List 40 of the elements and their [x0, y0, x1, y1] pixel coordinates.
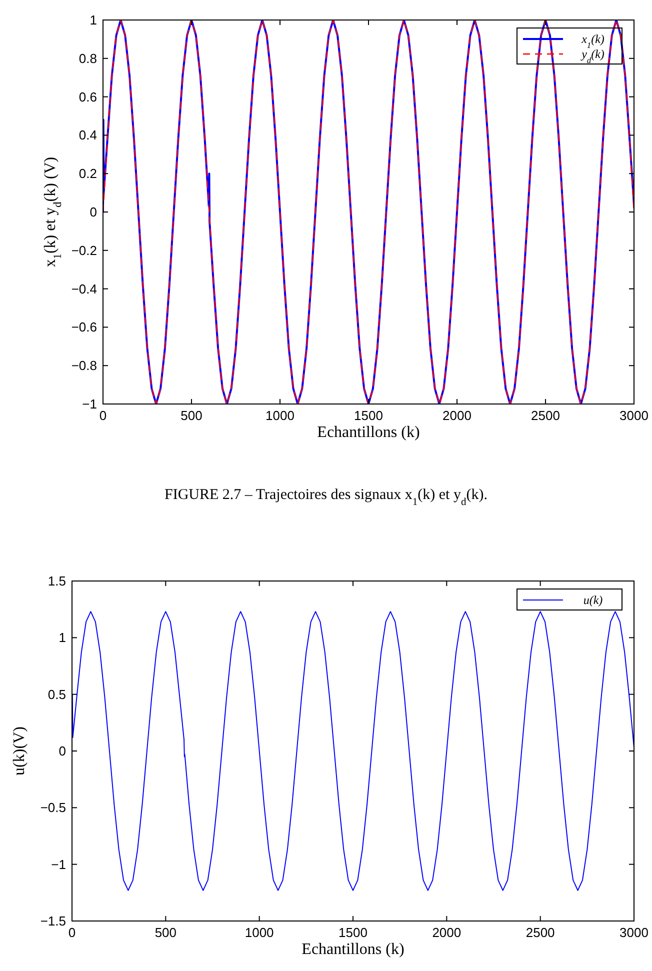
y-tick-label: −0.6: [71, 320, 97, 335]
x-tick-label: 3000: [620, 925, 648, 940]
x-tick-label: 0: [99, 408, 107, 423]
x-tick-label: 2000: [442, 408, 472, 423]
y-tick-label: 1: [90, 12, 97, 28]
y-tick-label: −0.2: [71, 242, 97, 258]
legend-label: y$_{d}$(k): [580, 47, 604, 64]
y-tick-label: −0.8: [71, 358, 97, 374]
y-tick-label: 0: [90, 204, 97, 220]
y-tick-label: −1: [82, 396, 97, 412]
y-tick-label: −0.4: [71, 281, 97, 296]
y-tick-label: 1.5: [48, 574, 66, 588]
y-tick-label: 1: [58, 630, 66, 646]
caption: FIGURE 2.7 – Trajectoires des signaux x$_{1}$(k) et y$_{d}$(k).: [164, 487, 488, 508]
y-tick-label: 0: [58, 744, 66, 758]
y-tick-label: 0.6: [78, 89, 97, 104]
line-series: [72, 611, 634, 891]
y-tick-label: −1: [51, 856, 66, 872]
y-tick-label: 0.4: [78, 128, 97, 143]
legend-label: x$_{1}$(k): [580, 32, 604, 50]
x-tick-label: 1500: [354, 408, 383, 423]
legend-label: u(k): [583, 593, 603, 607]
line-series: [103, 20, 634, 404]
y-tick-label: 0.8: [78, 50, 97, 66]
y-axis-title: u(k)(V): [11, 726, 28, 776]
x-axis-title: Echantillons (k): [302, 941, 404, 958]
y-tick-label: −1.5: [40, 914, 66, 928]
y-tick-label: −0.5: [40, 800, 66, 816]
x-tick-label: 2500: [526, 925, 555, 940]
x-tick-label: 3000: [620, 408, 648, 423]
x-tick-label: 1000: [244, 925, 274, 940]
x-axis-title: Echantillons (k): [317, 424, 420, 441]
x-tick-label: 500: [180, 408, 202, 423]
x-tick-label: 2000: [432, 925, 462, 940]
x-tick-label: 1500: [338, 925, 368, 940]
x-tick-label: 500: [154, 925, 177, 940]
x-tick-label: 1000: [266, 408, 294, 423]
y-tick-label: 0.2: [78, 166, 97, 182]
x-tick-label: 2500: [531, 408, 560, 423]
y-tick-label: 0.5: [48, 686, 66, 702]
